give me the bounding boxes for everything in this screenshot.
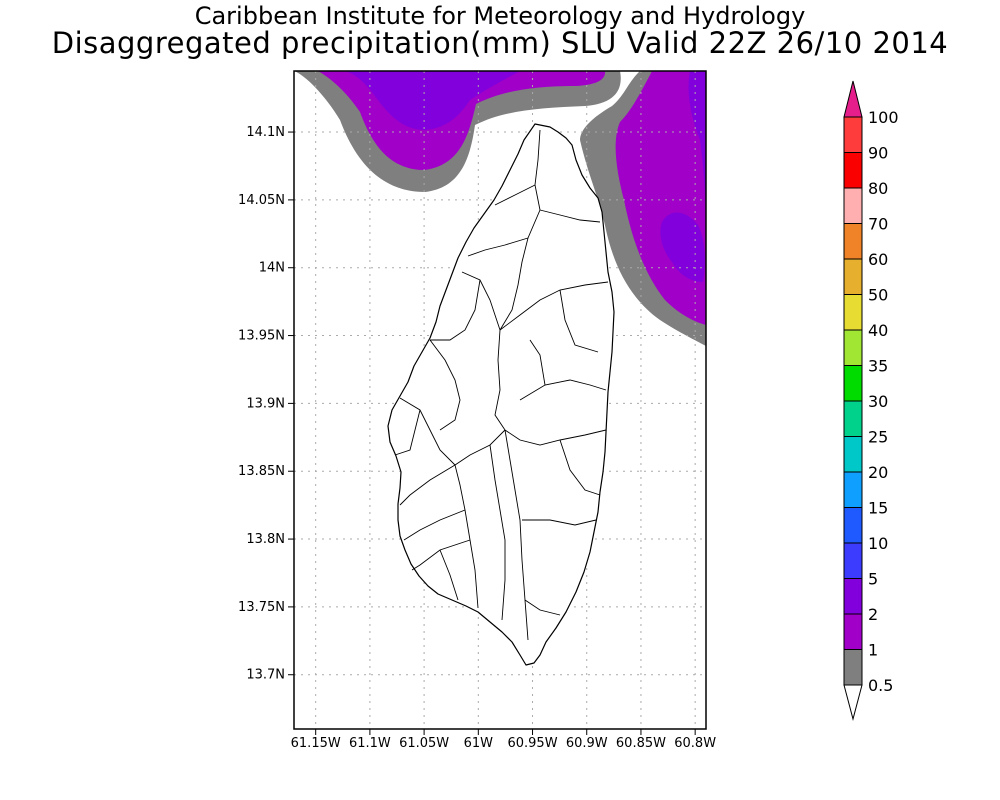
colorbar-label: 80 [868,179,888,198]
map-axis-ticks: 14.1N 14.05N 14N 13.95N 13.9N 13.85N 13.8N 13.7… [238,125,716,751]
colorbar-label: 25 [868,428,888,447]
product-title: Disaggregated precipitation(mm) SLU Vali… [51,26,949,60]
colorbar-segment [843,613,863,650]
colorbar-segment [843,436,863,473]
island-coastline [387,123,615,666]
colorbar-segment [843,329,863,366]
colorbar-label: 60 [868,250,888,269]
colorbar-label: 5 [868,570,878,589]
colorbar-label: 35 [868,357,888,376]
lon-tick-label: 61.1W [349,736,391,751]
precip-area-ne-heavy-cell [660,212,705,282]
colorbar-label: 50 [868,286,888,305]
lon-tick-label: 60.95W [507,736,557,751]
lat-tick-label: 14.1N [246,125,285,140]
precip-area-nw-heavy [345,71,520,130]
lon-tick-label: 61W [464,736,494,751]
colorbar-segment [843,258,863,295]
lon-tick-label: 61.15W [291,736,341,751]
colorbar-segment [843,294,863,331]
lon-tick-label: 60.85W [616,736,666,751]
colorbar-segment [843,542,863,579]
colorbar-segment [843,116,863,153]
colorbar-label: 0.5 [868,676,893,695]
lat-tick-label: 13.75N [238,600,285,615]
lat-tick-label: 14.05N [238,193,285,208]
lat-tick-label: 13.95N [238,329,285,344]
lat-tick-label: 13.9N [246,396,285,411]
colorbar-label: 10 [868,534,888,553]
precipitation-fields [294,71,706,729]
colorbar-segment [843,152,863,189]
colorbar-label: 2 [868,605,878,624]
colorbar-label: 20 [868,463,888,482]
colorbar-label: 70 [868,215,888,234]
colorbar-segment [843,187,863,224]
colorbar-label: 100 [868,108,899,127]
lat-tick-label: 14N [259,261,285,276]
colorbar-segment [843,365,863,402]
colorbar-label: 15 [868,499,888,518]
lon-tick-label: 61.05W [399,736,449,751]
lat-tick-label: 13.85N [238,464,285,479]
colorbar-label: 30 [868,392,888,411]
lat-tick-label: 13.7N [246,668,285,683]
lat-tick-label: 13.8N [246,532,285,547]
colorbar-segment [843,400,863,437]
colorbar-min-triangle [843,684,863,721]
map-plot-area: 14.1N 14.05N 14N 13.95N 13.9N 13.85N 13.8N 13.7… [238,70,716,751]
colorbar-segment [843,471,863,508]
colorbar-segment [843,507,863,544]
colorbar-segment [843,649,863,686]
watershed-boundaries [394,129,609,641]
colorbar-label: 90 [868,144,888,163]
lon-tick-label: 60.8W [674,736,716,751]
colorbar-max-triangle [843,80,863,118]
precip-area-ne-heavy [688,71,706,230]
institute-title: Caribbean Institute for Meteorology and … [194,2,806,30]
colorbar-segment [843,578,863,615]
island-saint-lucia [387,123,615,666]
colorbar-segment [843,223,863,260]
colorbar-label: 40 [868,321,888,340]
map-frame [293,70,707,730]
colorbar-label: 1 [868,641,878,660]
lon-tick-label: 60.9W [566,736,608,751]
